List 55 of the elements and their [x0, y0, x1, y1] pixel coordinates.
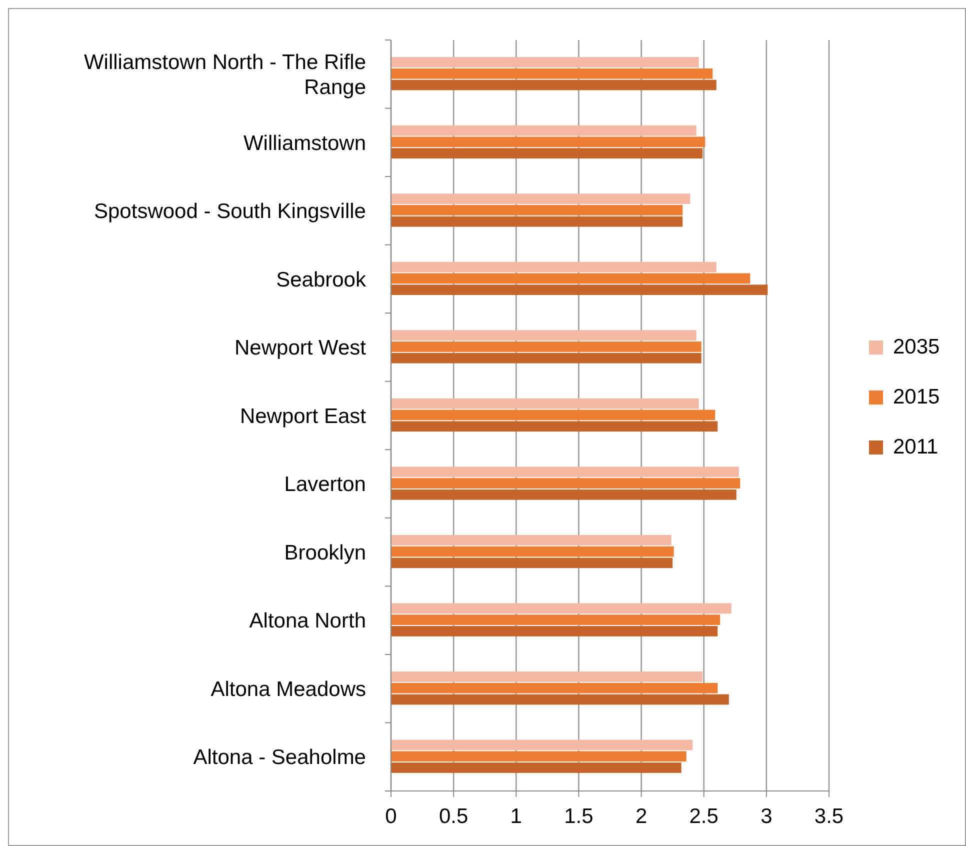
x-tick-label: 0.5: [438, 805, 468, 828]
y-tick-label: Newport East: [240, 404, 366, 428]
bar: [391, 262, 716, 272]
bar: [391, 740, 693, 750]
x-tick-label: 3: [760, 805, 772, 828]
bar: [391, 421, 718, 432]
bar: [391, 330, 696, 341]
bar: [391, 148, 703, 158]
y-tick-label: Newport West: [234, 336, 366, 360]
y-tick-label: Laverton: [284, 473, 366, 496]
bar: [391, 57, 699, 68]
bar: [391, 478, 740, 488]
bar: [391, 273, 750, 284]
y-tick-label: Altona North: [249, 610, 366, 633]
bar: [391, 398, 699, 409]
bar: [391, 68, 713, 79]
legend-label: 2015: [893, 386, 940, 408]
x-tick-label: 0: [385, 805, 397, 828]
x-tick-label: 3.5: [814, 805, 844, 828]
bar: [391, 546, 674, 557]
y-tick-label: Brooklyn: [284, 541, 366, 564]
y-tick-label: Seabrook: [276, 268, 366, 292]
bar: [391, 352, 702, 364]
bar: [391, 534, 672, 546]
bar: [391, 194, 690, 204]
bar: [391, 125, 696, 136]
bar: [391, 682, 718, 694]
bar: [391, 136, 706, 148]
bar: [391, 603, 732, 614]
bar: [391, 672, 703, 682]
x-tick-label: 1: [510, 805, 522, 828]
bar: [391, 751, 686, 762]
bar: [391, 284, 768, 296]
bar: [391, 614, 720, 626]
y-tick-label: Williamstown North - The Rifle Range: [84, 50, 366, 100]
x-tick-label: 2: [635, 805, 648, 828]
legend-label: 2011: [893, 436, 938, 458]
y-tick-label: Spotswood - South Kingsville: [94, 200, 366, 224]
bar: [391, 342, 702, 352]
bar: [391, 626, 718, 636]
bar: [391, 80, 716, 90]
y-tick-label: Williamstown: [243, 132, 366, 155]
bar: [391, 694, 729, 705]
y-tick-label: Altona - Seaholme: [193, 746, 366, 770]
bar: [391, 489, 736, 500]
bar: [391, 204, 683, 216]
bar: [391, 410, 716, 420]
bar: [391, 466, 739, 478]
bar: [391, 558, 673, 568]
bar: [391, 216, 683, 227]
y-tick-label: Altona Meadows: [210, 678, 366, 701]
bar: [391, 762, 682, 773]
x-tick-label: 2.5: [689, 805, 718, 828]
legend-label: 2035: [893, 336, 940, 358]
x-tick-label: 1.5: [564, 805, 594, 828]
